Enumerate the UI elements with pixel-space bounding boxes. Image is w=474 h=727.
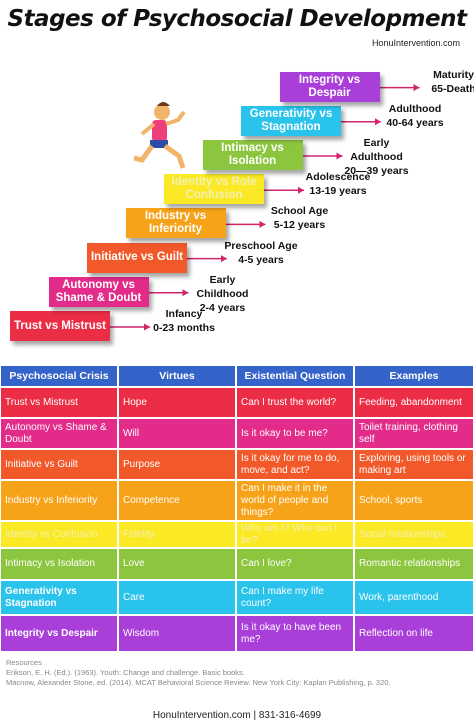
table-cell: Can I make my life count? xyxy=(236,580,354,615)
table-header: Psychosocial Crisis xyxy=(0,365,118,387)
age-label: Adulthood xyxy=(388,102,442,115)
arrow-head xyxy=(182,289,189,297)
age-range: 5-12 years xyxy=(273,219,326,232)
site: HonuIntervention.com xyxy=(371,38,460,48)
age-label: School Age xyxy=(270,205,329,218)
table-cell: Wisdom xyxy=(118,615,236,652)
table-cell: Work, parenthood xyxy=(354,580,474,615)
table-cell: Fidelity xyxy=(118,521,236,548)
table-cell: Is it okay for me to do, move, and act? xyxy=(236,449,354,480)
table-cell: Toilet training, clothing self xyxy=(354,418,474,449)
table-cell: Feeding, abandonment xyxy=(354,387,474,418)
table-cell: Can I trust the world? xyxy=(236,387,354,418)
age-range: 0-23 months xyxy=(153,322,215,334)
age-label: Infancy xyxy=(165,308,203,320)
arrow-head xyxy=(221,255,227,263)
age-range: 40-64 years xyxy=(386,116,444,129)
table-cell: Can I love? xyxy=(236,548,354,580)
age: Maturity 65-Death xyxy=(414,68,474,96)
title: Stages of Psychosocial Development xyxy=(7,6,467,32)
resource: Erikson, E. H. (Ed.). (1963). Youth: Cha… xyxy=(6,668,245,677)
stage-step: Identity vs Role Confusion xyxy=(164,174,264,205)
age-range: 20—39 years xyxy=(344,165,409,177)
age-label: Preschool Age xyxy=(224,239,298,252)
table-cell: Romantic relationships xyxy=(354,548,474,580)
table-cell: Can I make it in the world of people and… xyxy=(236,480,354,521)
arrow-head xyxy=(336,152,343,160)
table-header: Virtues xyxy=(118,365,236,387)
table-cell: Who am I? Who can I be? xyxy=(236,521,354,548)
stage-step: Integrity vs Despair xyxy=(279,71,380,102)
stage-step: Generativity vs Stagnation xyxy=(241,105,341,136)
resources-title: Resources xyxy=(6,658,42,667)
age-range: 4-5 years xyxy=(238,253,284,266)
resource: Macnow, Alexander Stone, ed. (2014). MCA… xyxy=(6,678,391,687)
table-cell: Is it okay to be me? xyxy=(236,418,354,449)
runner-icon xyxy=(133,102,186,169)
age-range: 13-19 years xyxy=(309,185,367,198)
table-cell: Industry vs Inferiority xyxy=(0,480,118,521)
stage-step: Initiative vs Guilt xyxy=(87,242,187,273)
age: Early Adulthood 20—39 years xyxy=(337,136,417,178)
table-cell: Social relationships xyxy=(354,521,474,548)
table-header: Examples xyxy=(354,365,474,387)
table-cell: Initiative vs Guilt xyxy=(0,449,118,480)
age-label: Early Childhood xyxy=(196,273,249,300)
decoration xyxy=(110,84,420,331)
age: Adulthood 40-64 years xyxy=(375,102,455,130)
arrow-head xyxy=(144,323,150,331)
age-label: Adolescence xyxy=(305,171,371,184)
table-cell: Exploring, using tools or making art xyxy=(354,449,474,480)
footer: HonuIntervention.com | 831-316-4699 xyxy=(152,710,322,721)
age: Preschool Age 4-5 years xyxy=(221,239,301,267)
table-cell: Trust vs Mistrust xyxy=(0,387,118,418)
age: Early Childhood 2-4 years xyxy=(183,273,263,315)
arrow-head xyxy=(298,186,304,194)
age: School Age 5-12 years xyxy=(260,204,340,232)
age-range: 2-4 years xyxy=(199,301,246,314)
table-cell: Autonomy vs Shame & Doubt xyxy=(0,418,118,449)
table-cell: School, sports xyxy=(354,480,474,521)
stage-step: Intimacy vs Isolation xyxy=(202,140,303,170)
table-header: Existential Question xyxy=(236,365,354,387)
table-cell: Love xyxy=(118,548,236,580)
stage-step: Trust vs Mistrust xyxy=(10,311,110,341)
stage-step: Autonomy vs Shame & Doubt xyxy=(48,276,149,307)
stage-step: Industry vs Inferiority xyxy=(125,208,226,239)
resources: Resources Erikson, E. H. (Ed.). (1963). … xyxy=(6,658,466,688)
table-cell: Care xyxy=(118,580,236,615)
age-range: 65-Death xyxy=(431,82,474,95)
table-cell: Purpose xyxy=(118,449,236,480)
age-label: Maturity xyxy=(433,68,474,81)
arrow-head xyxy=(413,84,420,92)
arrow-head xyxy=(259,220,266,228)
age: Adolescence 13-19 years xyxy=(298,170,378,198)
table-cell: Competence xyxy=(118,480,236,521)
table-cell: Integrity vs Despair xyxy=(0,615,118,652)
age-label: Early Adulthood xyxy=(350,137,403,163)
table-cell: Hope xyxy=(118,387,236,418)
table-cell: Identity vs Confusion xyxy=(0,521,118,548)
arrow-head xyxy=(375,118,381,126)
table-cell: Intimacy vs Isolation xyxy=(0,548,118,580)
table-cell: Will xyxy=(118,418,236,449)
table-cell: Reflection on life xyxy=(354,615,474,652)
table-cell: Is it okay to have been me? xyxy=(236,615,354,652)
table-cell: Generativity vs Stagnation xyxy=(0,580,118,615)
age: Infancy 0-23 months xyxy=(144,307,224,335)
